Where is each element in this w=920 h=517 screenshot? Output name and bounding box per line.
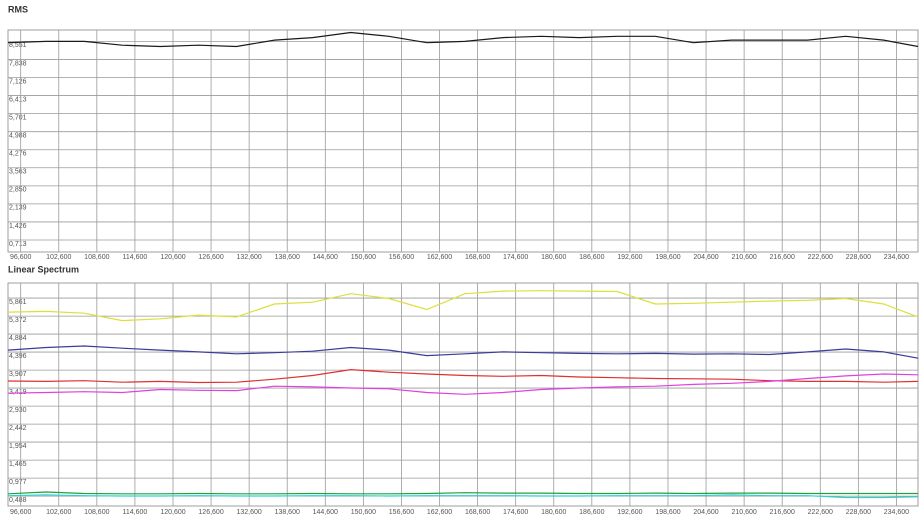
x-tick-label: 174,600 xyxy=(503,509,528,516)
x-tick-label: 168,600 xyxy=(465,254,490,261)
y-tick-label: 1,954 xyxy=(9,443,27,450)
x-tick-label: 156,600 xyxy=(389,254,414,261)
x-tick-label: 204,600 xyxy=(693,254,718,261)
x-tick-label: 96,600 xyxy=(10,509,32,516)
x-tick-label: 150,600 xyxy=(351,254,376,261)
x-tick-label: 96,600 xyxy=(10,254,32,261)
x-tick-label: 138,600 xyxy=(275,509,300,516)
series-line xyxy=(7,31,919,48)
x-tick-label: 210,600 xyxy=(731,254,756,261)
x-tick-label: 114,600 xyxy=(123,254,148,261)
chart-title: Linear Spectrum xyxy=(8,264,79,274)
y-tick-label: 5,701 xyxy=(9,114,27,121)
x-tick-label: 216,600 xyxy=(770,254,795,261)
series-line xyxy=(7,494,919,499)
y-tick-label: 4,988 xyxy=(9,133,27,140)
x-tick-label: 204,600 xyxy=(693,509,718,516)
x-tick-label: 120,600 xyxy=(160,254,185,261)
y-tick-label: 2,850 xyxy=(9,187,27,194)
x-tick-label: 132,600 xyxy=(236,254,261,261)
y-tick-label: 5,372 xyxy=(9,317,27,324)
y-tick-label: 4,396 xyxy=(9,353,27,360)
x-tick-label: 228,600 xyxy=(846,509,871,516)
y-tick-label: 7,838 xyxy=(9,60,27,67)
x-tick-label: 162,600 xyxy=(427,509,452,516)
x-tick-label: 108,600 xyxy=(84,509,109,516)
plot-area xyxy=(7,29,919,253)
y-tick-label: 3,907 xyxy=(9,371,27,378)
x-tick-label: 114,600 xyxy=(123,509,148,516)
x-tick-label: 126,600 xyxy=(198,254,223,261)
series-line xyxy=(7,491,918,495)
x-tick-label: 228,600 xyxy=(846,254,871,261)
series-line xyxy=(7,290,919,322)
y-tick-label: 8,551 xyxy=(9,42,27,49)
x-tick-label: 162,600 xyxy=(427,254,452,261)
x-tick-label: 198,600 xyxy=(655,509,680,516)
series-line xyxy=(7,368,919,384)
x-tick-label: 222,600 xyxy=(808,509,833,516)
y-tick-label: 2,139 xyxy=(9,205,27,212)
x-tick-label: 186,600 xyxy=(579,254,604,261)
y-tick-label: 0,488 xyxy=(9,497,27,504)
x-tick-label: 192,600 xyxy=(617,254,642,261)
x-tick-label: 186,600 xyxy=(579,509,604,516)
chart-title: RMS xyxy=(8,4,28,14)
x-tick-label: 156,600 xyxy=(389,509,414,516)
x-tick-label: 102,600 xyxy=(46,509,71,516)
x-tick-label: 144,600 xyxy=(313,509,338,516)
y-tick-label: 4,276 xyxy=(9,151,27,158)
series-line xyxy=(7,345,919,359)
x-tick-label: 150,600 xyxy=(351,509,376,516)
x-tick-label: 138,600 xyxy=(275,254,300,261)
y-tick-label: 1,465 xyxy=(9,461,27,468)
y-tick-label: 3,563 xyxy=(9,169,27,176)
x-tick-label: 120,600 xyxy=(160,509,185,516)
y-tick-label: 5,861 xyxy=(9,299,27,306)
x-tick-label: 216,600 xyxy=(770,509,795,516)
x-tick-label: 132,600 xyxy=(236,509,261,516)
x-tick-label: 108,600 xyxy=(84,254,109,261)
x-tick-label: 234,600 xyxy=(884,509,909,516)
x-tick-label: 144,600 xyxy=(313,254,338,261)
y-tick-label: 6,413 xyxy=(9,96,27,103)
y-tick-label: 2,930 xyxy=(9,407,27,414)
y-tick-label: 4,884 xyxy=(9,335,27,342)
y-tick-label: 2,442 xyxy=(9,425,27,432)
x-tick-label: 222,600 xyxy=(808,254,833,261)
x-tick-label: 180,600 xyxy=(541,509,566,516)
y-tick-label: 0,713 xyxy=(9,241,27,248)
x-tick-label: 102,600 xyxy=(46,254,71,261)
x-tick-label: 198,600 xyxy=(655,254,680,261)
x-tick-label: 234,600 xyxy=(884,254,909,261)
series-line xyxy=(7,373,919,395)
x-tick-label: 126,600 xyxy=(198,509,223,516)
y-tick-label: 0,977 xyxy=(9,479,27,486)
y-tick-label: 7,126 xyxy=(9,78,27,85)
x-tick-label: 174,600 xyxy=(503,254,528,261)
x-tick-label: 192,600 xyxy=(617,509,642,516)
x-tick-label: 168,600 xyxy=(465,509,490,516)
y-tick-label: 1,426 xyxy=(9,223,27,230)
x-tick-label: 180,600 xyxy=(541,254,566,261)
x-tick-label: 210,600 xyxy=(731,509,756,516)
